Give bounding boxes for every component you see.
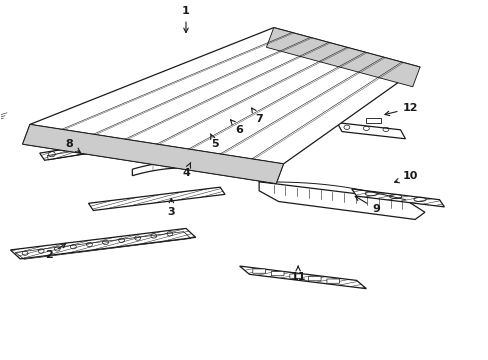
FancyBboxPatch shape [308,276,321,281]
Text: 12: 12 [384,103,417,116]
Text: 8: 8 [65,139,80,153]
Polygon shape [132,129,278,145]
Polygon shape [10,228,195,259]
Text: 5: 5 [210,134,219,149]
Text: 2: 2 [45,243,65,260]
Text: 9: 9 [354,197,379,214]
Polygon shape [366,118,380,123]
FancyBboxPatch shape [326,279,339,283]
Polygon shape [22,125,283,184]
Polygon shape [88,187,224,211]
Polygon shape [351,189,444,207]
Polygon shape [40,142,113,160]
Polygon shape [239,266,366,289]
Polygon shape [30,28,419,164]
Text: 7: 7 [251,108,263,124]
Text: 11: 11 [290,266,305,282]
Polygon shape [259,182,424,220]
FancyBboxPatch shape [252,269,265,273]
Text: 4: 4 [182,162,190,178]
Polygon shape [132,161,239,176]
Text: 10: 10 [394,171,417,183]
Polygon shape [22,125,283,184]
Polygon shape [132,112,298,129]
FancyBboxPatch shape [289,274,302,278]
Text: 6: 6 [230,120,243,135]
Polygon shape [266,28,419,87]
Polygon shape [132,144,259,159]
FancyBboxPatch shape [271,271,284,276]
Polygon shape [336,123,405,139]
Text: 1: 1 [182,6,189,32]
Text: 3: 3 [167,198,175,217]
